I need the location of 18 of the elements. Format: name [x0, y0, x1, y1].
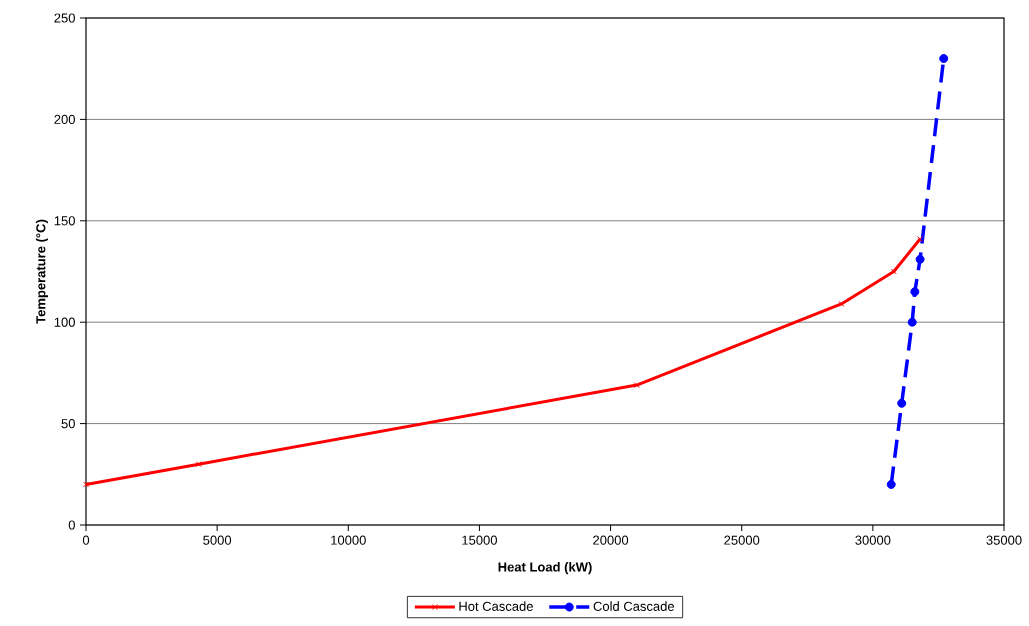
x-tick-label: 5000 — [203, 535, 232, 545]
x-tick-label: 20000 — [593, 535, 629, 545]
y-tick-label: 100 — [54, 317, 75, 327]
y-tick-label: 50 — [61, 419, 75, 429]
legend-label: Cold Cascade — [593, 601, 675, 611]
y-axis-title: Temperature (°C) — [35, 219, 48, 324]
x-tick-label: 10000 — [331, 535, 366, 545]
x-tick-label: 0 — [82, 535, 90, 545]
x-tick-label: 15000 — [462, 535, 497, 545]
x-axis-title: Heat Load (kW) — [498, 562, 592, 575]
y-tick-label: 250 — [54, 13, 75, 23]
y-tick-label: 200 — [54, 114, 75, 124]
x-tick-label: 30000 — [855, 535, 891, 545]
y-tick-label: 150 — [54, 216, 75, 226]
x-tick-label: 35000 — [986, 535, 1022, 545]
legend-label: Hot Cascade — [459, 601, 533, 611]
y-tick-label: 0 — [68, 520, 75, 530]
x-tick-label: 25000 — [724, 535, 760, 545]
